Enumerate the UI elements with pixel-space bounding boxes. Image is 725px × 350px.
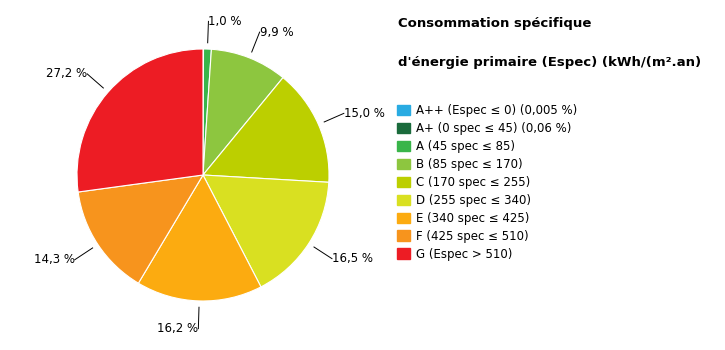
Legend: A++ (Espec ≤ 0) (0,005 %), A+ (0 spec ≤ 45) (0,06 %), A (45 spec ≤ 85), B (85 sp: A++ (Espec ≤ 0) (0,005 %), A+ (0 spec ≤ …: [397, 104, 578, 260]
Text: 27,2 %: 27,2 %: [46, 68, 87, 80]
Text: 9,9 %: 9,9 %: [260, 26, 293, 38]
Wedge shape: [77, 49, 203, 192]
Text: 14,3 %: 14,3 %: [34, 253, 75, 266]
Text: 1,0 %: 1,0 %: [209, 15, 242, 28]
Wedge shape: [203, 49, 212, 175]
Text: Consommation spécifique: Consommation spécifique: [398, 18, 592, 30]
Text: 16,2 %: 16,2 %: [157, 322, 199, 335]
Wedge shape: [78, 175, 203, 283]
Wedge shape: [138, 175, 261, 301]
Wedge shape: [203, 78, 329, 182]
Wedge shape: [203, 49, 283, 175]
Text: 15,0 %: 15,0 %: [344, 107, 385, 120]
Text: d'énergie primaire (Espec) (kWh/(m².an): d'énergie primaire (Espec) (kWh/(m².an): [398, 56, 701, 69]
Wedge shape: [203, 175, 329, 287]
Text: 16,5 %: 16,5 %: [332, 252, 373, 265]
